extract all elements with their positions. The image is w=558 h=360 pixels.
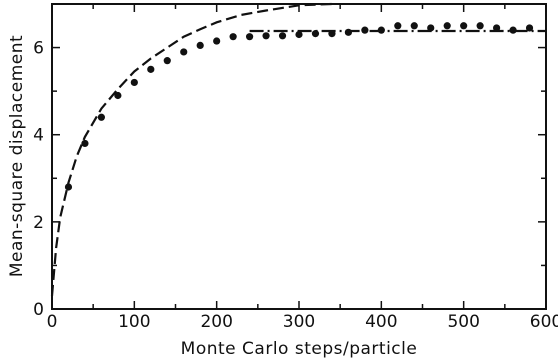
data-point (344, 28, 352, 36)
data-point (213, 37, 221, 45)
data-point (64, 183, 73, 191)
data-point (427, 24, 435, 32)
y-tick-label: 0 (33, 300, 44, 320)
data-point (410, 22, 418, 30)
axis-ticks (51, 3, 547, 310)
data-point (114, 91, 122, 100)
series-layer (50, 2, 546, 296)
x-tick-label: 300 (283, 312, 315, 332)
dashed-curve (50, 2, 332, 296)
axis-tick-labels: 0 100 200 300 400 500 600 0 2 4 6 (33, 39, 558, 332)
data-point (460, 22, 468, 30)
data-point (130, 78, 138, 87)
plot-area: 0 100 200 300 400 500 600 0 2 4 6 (33, 2, 558, 332)
data-point (262, 32, 270, 40)
data-point (311, 30, 320, 38)
data-point (246, 33, 254, 41)
plot-frame (51, 3, 547, 310)
data-point (180, 48, 188, 56)
y-tick-label: 2 (33, 213, 44, 233)
data-point (278, 32, 287, 40)
data-point (394, 22, 402, 30)
y-tick-label: 4 (33, 126, 44, 146)
data-point (147, 65, 155, 73)
x-tick-label: 500 (447, 312, 479, 332)
data-point (493, 24, 501, 32)
data-point (476, 22, 484, 30)
data-point (443, 22, 451, 30)
y-axis-title: Mean-square displacement (7, 35, 27, 277)
data-point (229, 33, 237, 41)
x-tick-label: 0 (47, 312, 58, 332)
x-tick-label: 400 (365, 312, 397, 332)
x-axis-title: Monte Carlo steps/particle (181, 339, 418, 359)
x-tick-label: 100 (118, 312, 150, 332)
data-point (295, 30, 303, 39)
data-point (525, 24, 534, 32)
x-tick-label: 200 (200, 312, 232, 332)
data-point (196, 41, 204, 49)
data-point (97, 113, 105, 121)
y-tick-label: 6 (33, 39, 44, 59)
data-point (163, 57, 171, 65)
x-tick-label: 600 (530, 312, 558, 332)
data-point (81, 139, 89, 148)
